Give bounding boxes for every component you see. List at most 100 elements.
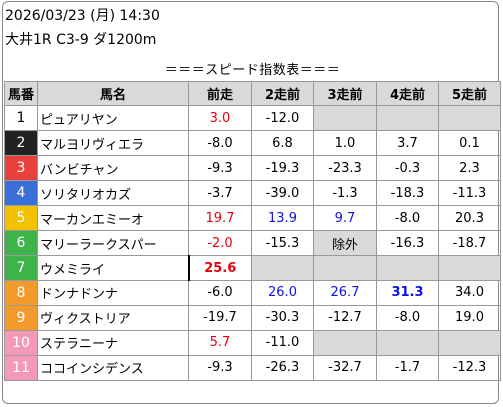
speed-index-cell [438,105,501,132]
table-row: 7 ウメミライ 25.6 [4,255,501,281]
speed-index-cell: 2.3 [438,155,501,182]
speed-index-cell: -16.3 [376,230,439,257]
speed-index-cell: -8.0 [376,304,439,331]
speed-index-cell [376,105,439,132]
speed-index-cell: 26.0 [251,280,314,306]
horse-name: ステラニーナ [37,329,189,356]
horse-number: 1 [4,105,38,132]
speed-index-cell [251,255,314,281]
speed-index-cell: -19.7 [188,304,252,331]
speed-index-cell: 1.0 [313,130,377,157]
speed-index-cell: -23.3 [313,155,377,182]
horse-name: マルヨリヴィエラ [37,130,189,157]
horse-name: ココインシデンス [37,354,189,381]
column-header: 馬名 [37,80,189,107]
horse-number: 2 [4,130,38,157]
speed-index-cell: -12.0 [251,105,314,132]
speed-index-cell: -3.7 [188,180,252,207]
table-row: 5 マーカンエミーオ 19.7 13.9 9.7 -8.0 20.3 [4,205,501,232]
speed-index-cell: -0.3 [376,155,439,182]
table-row: 10 ステラニーナ 5.7 -11.0 [4,329,501,356]
speed-index-cell: -8.0 [188,130,252,157]
horse-name: マリーラークスパー [37,230,189,257]
speed-index-cell: -12.7 [313,304,377,331]
speed-index-cell: 19.0 [438,304,501,331]
speed-index-cell: -30.3 [251,304,314,331]
speed-index-cell: 19.7 [188,205,252,232]
horse-number: 8 [4,280,38,306]
table-row: 3 バンビチャン -9.3 -19.3 -23.3 -0.3 2.3 [4,155,501,182]
speed-index-table: ＝＝＝スピード指数表＝＝＝ 馬番 馬名 前走 2走前 3走前 4走前 5走前 1… [4,57,501,381]
horse-name: バンビチャン [37,155,189,182]
horse-number: 3 [4,155,38,182]
speed-index-cell: 6.8 [251,130,314,157]
table-title: ＝＝＝スピード指数表＝＝＝ [4,57,501,82]
speed-index-cell: -15.3 [251,230,314,257]
table-row: 4 ソリタリオカズ -3.7 -39.0 -1.3 -18.3 -11.3 [4,180,501,207]
speed-index-cell: -39.0 [251,180,314,207]
column-header: 4走前 [376,80,439,107]
column-header: 5走前 [438,80,501,107]
speed-index-cell: -9.3 [188,155,252,182]
speed-index-cell: 除外 [313,230,377,257]
speed-index-cell: 3.7 [376,130,439,157]
speed-index-cell: -12.3 [438,354,501,381]
speed-index-cell: 0.1 [438,130,501,157]
column-header: 前走 [188,80,252,107]
speed-index-cell: -18.3 [376,180,439,207]
speed-index-cell: -2.0 [188,230,252,257]
speed-index-cell [313,329,377,356]
horse-number: 4 [4,180,38,207]
table-row: 6 マリーラークスパー -2.0 -15.3 除外 -16.3 -18.7 [4,230,501,257]
column-header: 馬番 [4,80,38,107]
race-datetime: 2026/03/23 (月) 14:30 [5,8,160,24]
horse-name: ヴィクストリア [37,304,189,331]
table-row: 11 ココインシデンス -9.3 -26.3 -32.7 -1.7 -12.3 [4,354,501,381]
horse-number: 9 [4,304,38,331]
speed-index-cell: 31.3 [376,280,439,306]
column-header-row: 馬番 馬名 前走 2走前 3走前 4走前 5走前 [4,80,501,107]
horse-number: 6 [4,230,38,257]
speed-index-cell [376,329,439,356]
horse-number: 7 [4,255,38,281]
horse-name: ソリタリオカズ [37,180,189,207]
table-row: 8 ドンナドンナ -6.0 26.0 26.7 31.3 34.0 [4,280,501,306]
speed-index-cell [313,105,377,132]
speed-index-cell: -26.3 [251,354,314,381]
speed-index-cell: -9.3 [188,354,252,381]
horse-number: 11 [4,354,38,381]
speed-index-cell: 3.0 [188,105,252,132]
speed-index-cell: -6.0 [188,280,252,306]
speed-index-cell [438,329,501,356]
speed-index-cell [438,255,501,281]
column-header: 3走前 [313,80,377,107]
speed-index-cell: 13.9 [251,205,314,232]
horse-name: マーカンエミーオ [37,205,189,232]
speed-index-cell: 34.0 [438,280,501,306]
speed-index-cell: 26.7 [313,280,377,306]
speed-index-cell: -18.7 [438,230,501,257]
race-info: 大井1R C3-9 ダ1200m [5,32,157,48]
table-row: 2 マルヨリヴィエラ -8.0 6.8 1.0 3.7 0.1 [4,130,501,157]
speed-index-cell: -11.3 [438,180,501,207]
speed-index-cell: -32.7 [313,354,377,381]
horse-number: 5 [4,205,38,232]
speed-index-cell: 9.7 [313,205,377,232]
speed-index-cell: 25.6 [187,255,252,281]
horse-number: 10 [4,329,38,356]
table-row: 9 ヴィクストリア -19.7 -30.3 -12.7 -8.0 19.0 [4,304,501,331]
horse-name: ドンナドンナ [37,280,189,306]
horse-name: ピュアリヤン [37,105,189,132]
horse-name: ウメミライ [37,255,189,281]
speed-index-cell: -11.0 [251,329,314,356]
column-header: 2走前 [251,80,314,107]
speed-index-cell: 20.3 [438,205,501,232]
table-row: 1 ピュアリヤン 3.0 -12.0 [4,105,501,132]
speed-index-cell: -8.0 [376,205,439,232]
speed-index-cell [376,255,439,281]
speed-index-cell: -1.3 [313,180,377,207]
speed-index-cell: -1.7 [376,354,439,381]
speed-index-cell [313,255,377,281]
speed-index-cell: -19.3 [251,155,314,182]
speed-index-cell: 5.7 [188,329,252,356]
